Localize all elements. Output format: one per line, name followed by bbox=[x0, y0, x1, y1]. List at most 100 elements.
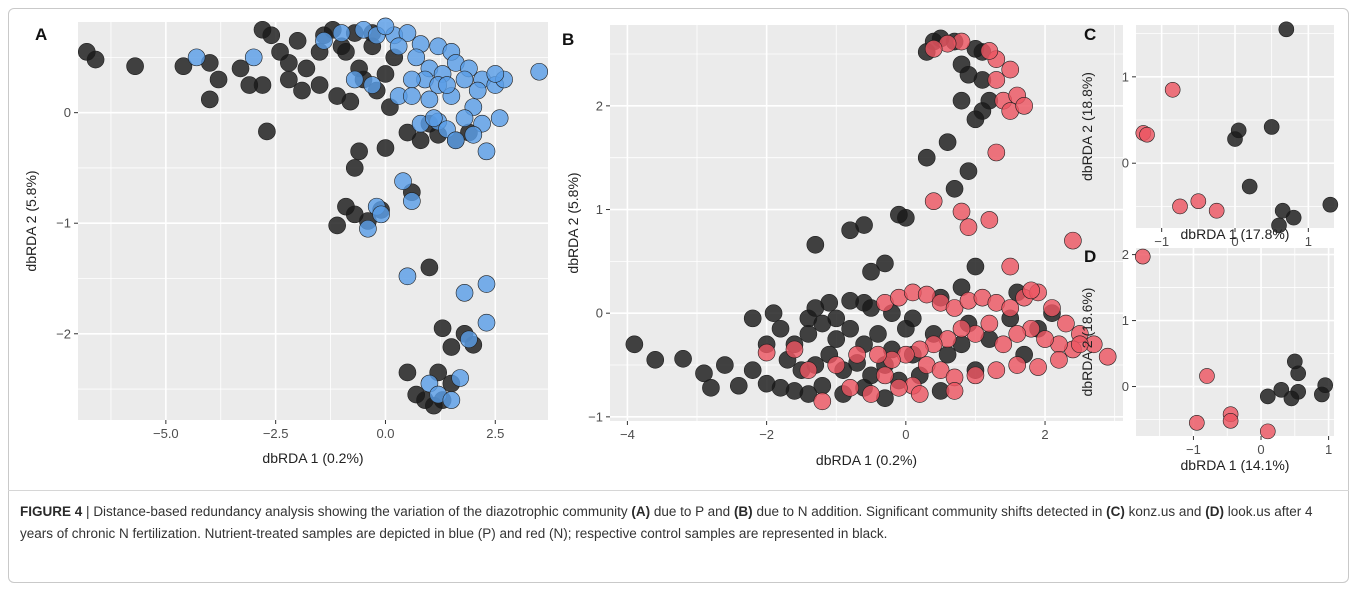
panel-b-y-axis-title: dbRDA 2 (5.8%) bbox=[565, 172, 581, 273]
panel-a-data-point bbox=[341, 92, 360, 111]
caption-ref-d: (D) bbox=[1205, 504, 1224, 519]
panel-a-data-point bbox=[398, 123, 417, 142]
panel-a-y-tick-label: 0 bbox=[64, 105, 71, 120]
panel-b-data-point bbox=[987, 71, 1006, 89]
panel-a-data-point bbox=[394, 172, 412, 190]
panel-b-data-point bbox=[702, 379, 720, 397]
panel-d-plot-area bbox=[1136, 248, 1334, 436]
panel-b-data-point bbox=[931, 361, 950, 380]
panel-a-data-point bbox=[490, 109, 509, 127]
caption-ref-c: (C) bbox=[1106, 504, 1125, 519]
panel-a-data-point bbox=[442, 391, 461, 409]
panel-a-x-tick-label: −5.0 bbox=[153, 426, 179, 441]
panel-b-data-point bbox=[862, 385, 880, 403]
panel-a-data-point bbox=[328, 216, 346, 235]
panel-b-x-tick-label: 0 bbox=[902, 427, 909, 442]
panel-d-letter: D bbox=[1084, 247, 1096, 266]
panel-b-data-point bbox=[897, 209, 915, 227]
panel-b-data-point bbox=[924, 192, 943, 211]
panel-b-data-point bbox=[1008, 325, 1026, 343]
panel-c-y-tick-label: 1 bbox=[1122, 69, 1129, 84]
panel-b-data-point bbox=[952, 202, 971, 221]
caption-text-3: due to N addition. Significant community… bbox=[752, 504, 1107, 519]
panel-b-data-point bbox=[876, 366, 894, 385]
panel-b-points bbox=[625, 29, 1117, 411]
panel-a-data-point bbox=[389, 37, 408, 56]
panel-b-data-point bbox=[743, 361, 762, 380]
panel-d-x-tick-label: 0 bbox=[1257, 442, 1264, 457]
panel-b-data-point bbox=[799, 309, 818, 328]
panel-b-data-point bbox=[729, 376, 748, 395]
panel-a-data-point bbox=[403, 87, 421, 105]
panel-b-data-point bbox=[813, 392, 832, 411]
panel-a: A −5.0 −2.5 0.0 2.5 −2 −1 0 dbRDA 1 (0.2%) dbR… bbox=[23, 17, 549, 466]
panel-b-data-point bbox=[848, 345, 866, 364]
panel-a-data-point bbox=[288, 31, 307, 50]
panel-b-y-tick-label: −1 bbox=[588, 409, 603, 424]
panel-a-data-point bbox=[280, 70, 298, 89]
panel-a-data-point bbox=[253, 76, 272, 94]
panel-b-data-point bbox=[1043, 299, 1061, 317]
panel-a-data-point bbox=[315, 31, 333, 50]
panel-a-data-point bbox=[468, 81, 487, 100]
panel-a-data-point bbox=[345, 159, 364, 177]
panel-a-data-point bbox=[398, 24, 417, 42]
panel-b-y-tick-label: 1 bbox=[596, 202, 603, 217]
panel-c-y-tick-label: 0 bbox=[1122, 156, 1129, 171]
panel-b-data-point bbox=[987, 143, 1006, 162]
panel-a-data-point bbox=[455, 70, 474, 89]
panel-a-data-point bbox=[433, 319, 452, 338]
panel-a-data-point bbox=[174, 57, 193, 76]
panel-d-x-tick-label: −1 bbox=[1186, 442, 1201, 457]
panel-a-letter: A bbox=[35, 25, 47, 44]
panel-b-data-point bbox=[869, 325, 887, 343]
panel-b-data-point bbox=[1022, 281, 1040, 300]
panel-a-x-tick-label: −2.5 bbox=[263, 426, 289, 441]
panel-a-data-point bbox=[420, 258, 439, 277]
panel-b-data-point bbox=[980, 42, 999, 60]
panel-c-data-point bbox=[1208, 202, 1225, 219]
panel-a-data-point bbox=[297, 59, 316, 78]
panel-b-data-point bbox=[1071, 335, 1089, 354]
panel-c-points bbox=[1135, 21, 1339, 234]
panel-a-data-point bbox=[424, 109, 443, 127]
panel-a-data-point bbox=[455, 109, 474, 127]
panel-a-points bbox=[77, 17, 549, 415]
panel-a-data-point bbox=[420, 90, 439, 109]
panel-a-data-point bbox=[372, 205, 390, 224]
panel-a-data-point bbox=[403, 192, 421, 210]
panel-a-data-point bbox=[376, 139, 395, 157]
panel-a-data-point bbox=[350, 142, 368, 161]
panel-b-data-point bbox=[945, 179, 964, 198]
panel-b-data-point bbox=[862, 262, 880, 281]
panel-b-data-point bbox=[743, 309, 762, 328]
panel-d-x-axis-title: dbRDA 1 (14.1%) bbox=[1181, 457, 1290, 473]
panel-a-y-tick-label: −1 bbox=[56, 216, 71, 231]
panel-d-y-tick-label: 2 bbox=[1122, 247, 1129, 262]
panel-b-data-point bbox=[910, 385, 929, 403]
panel-a-data-point bbox=[530, 62, 549, 81]
panel-a-data-point bbox=[403, 70, 421, 89]
panel-b-data-point bbox=[827, 330, 846, 348]
panel-b-data-point bbox=[1050, 351, 1068, 369]
panel-b-data-point bbox=[1098, 347, 1117, 366]
panel-a-data-point bbox=[332, 24, 351, 42]
panel-b-data-point bbox=[876, 254, 894, 273]
panel-a-data-point bbox=[438, 76, 456, 94]
panel-b-data-point bbox=[890, 379, 908, 397]
panel-b: B −4 −2 0 2 −1 0 1 2 dbRDA 1 (0.2%) dbRDA 2 (5.… bbox=[562, 25, 1123, 468]
panel-b-y-tick-label: 0 bbox=[596, 306, 603, 321]
panel-d-x-tick-label: 1 bbox=[1325, 442, 1332, 457]
caption-text-2: due to P and bbox=[650, 504, 734, 519]
panel-a-data-point bbox=[126, 57, 144, 76]
panel-b-data-point bbox=[924, 40, 943, 58]
panel-b-data-point bbox=[785, 340, 804, 359]
panel-b-data-point bbox=[959, 218, 978, 236]
panel-b-data-point bbox=[1064, 231, 1082, 250]
panel-b-data-point bbox=[938, 133, 957, 151]
panel-b-ticks: −4 −2 0 2 −1 0 1 2 bbox=[588, 98, 1048, 442]
panel-b-data-point bbox=[987, 361, 1006, 380]
panel-b-data-point bbox=[820, 294, 839, 312]
panel-b-data-point bbox=[869, 345, 887, 364]
